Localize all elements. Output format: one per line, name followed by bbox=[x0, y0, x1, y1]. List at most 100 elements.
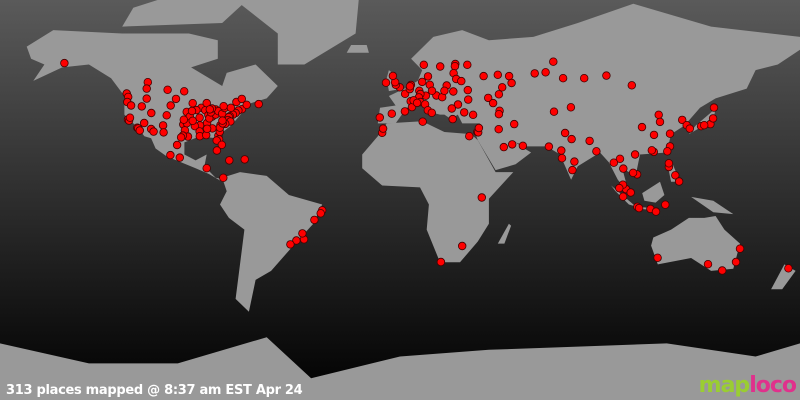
place-marker[interactable] bbox=[226, 103, 236, 112]
place-marker[interactable] bbox=[381, 78, 391, 87]
place-marker[interactable] bbox=[615, 183, 624, 193]
place-marker[interactable] bbox=[440, 86, 449, 95]
place-marker[interactable] bbox=[217, 140, 226, 149]
place-marker[interactable] bbox=[449, 87, 458, 96]
place-marker[interactable] bbox=[292, 236, 301, 245]
place-marker[interactable] bbox=[628, 168, 638, 177]
place-marker[interactable] bbox=[671, 171, 680, 180]
place-marker[interactable] bbox=[460, 108, 469, 117]
place-marker[interactable] bbox=[567, 134, 576, 144]
place-marker[interactable] bbox=[166, 101, 175, 110]
place-marker[interactable] bbox=[655, 117, 665, 127]
place-marker[interactable] bbox=[316, 209, 325, 218]
place-marker[interactable] bbox=[530, 69, 539, 78]
place-marker[interactable] bbox=[618, 192, 628, 201]
place-marker[interactable] bbox=[477, 193, 486, 202]
place-marker[interactable] bbox=[219, 173, 228, 182]
place-marker[interactable] bbox=[685, 124, 694, 133]
place-marker[interactable] bbox=[484, 93, 493, 103]
place-marker[interactable] bbox=[418, 77, 427, 87]
place-marker[interactable] bbox=[609, 158, 618, 167]
place-marker[interactable] bbox=[498, 83, 507, 92]
place-marker[interactable] bbox=[560, 128, 570, 138]
place-marker[interactable] bbox=[494, 90, 504, 99]
place-marker[interactable] bbox=[674, 177, 684, 186]
place-marker[interactable] bbox=[179, 87, 189, 96]
place-marker[interactable] bbox=[549, 57, 558, 66]
place-marker[interactable] bbox=[568, 165, 577, 175]
place-marker[interactable] bbox=[447, 104, 456, 113]
place-marker[interactable] bbox=[142, 94, 151, 103]
place-marker[interactable] bbox=[627, 81, 636, 90]
place-marker[interactable] bbox=[237, 94, 246, 104]
place-marker[interactable] bbox=[463, 85, 472, 95]
place-marker[interactable] bbox=[731, 257, 741, 267]
place-marker[interactable] bbox=[488, 98, 498, 108]
place-marker[interactable] bbox=[427, 86, 437, 95]
place-marker[interactable] bbox=[508, 140, 517, 149]
place-marker[interactable] bbox=[619, 164, 628, 173]
place-marker[interactable] bbox=[585, 136, 594, 146]
place-marker[interactable] bbox=[423, 72, 433, 81]
place-marker[interactable] bbox=[504, 71, 514, 81]
place-marker[interactable] bbox=[634, 203, 644, 213]
place-marker[interactable] bbox=[457, 76, 466, 86]
place-marker[interactable] bbox=[450, 61, 460, 71]
place-marker[interactable] bbox=[166, 150, 175, 160]
place-marker[interactable] bbox=[163, 85, 172, 94]
place-marker[interactable] bbox=[405, 82, 415, 91]
place-marker[interactable] bbox=[195, 113, 204, 122]
place-marker[interactable] bbox=[458, 241, 467, 251]
place-marker[interactable] bbox=[602, 71, 611, 80]
place-marker[interactable] bbox=[463, 60, 472, 70]
place-marker[interactable] bbox=[557, 146, 566, 155]
place-marker[interactable] bbox=[654, 110, 663, 119]
place-marker[interactable] bbox=[637, 122, 647, 132]
place-marker[interactable] bbox=[499, 142, 508, 152]
place-marker[interactable] bbox=[375, 113, 384, 122]
place-marker[interactable] bbox=[464, 95, 473, 104]
place-marker[interactable] bbox=[60, 58, 69, 68]
place-marker[interactable] bbox=[465, 131, 474, 141]
place-marker[interactable] bbox=[135, 126, 144, 135]
place-marker[interactable] bbox=[663, 147, 672, 156]
place-marker[interactable] bbox=[709, 103, 719, 112]
place-marker[interactable] bbox=[494, 124, 503, 134]
place-marker[interactable] bbox=[708, 114, 718, 123]
place-marker[interactable] bbox=[158, 121, 168, 130]
place-marker[interactable] bbox=[176, 133, 186, 142]
place-marker[interactable] bbox=[700, 120, 709, 130]
place-marker[interactable] bbox=[162, 111, 171, 120]
place-marker[interactable] bbox=[137, 102, 146, 111]
place-marker[interactable] bbox=[507, 78, 516, 88]
place-marker[interactable] bbox=[661, 200, 670, 209]
place-marker[interactable] bbox=[286, 240, 295, 249]
place-marker[interactable] bbox=[378, 124, 388, 133]
place-marker[interactable] bbox=[615, 154, 625, 163]
place-marker[interactable] bbox=[188, 116, 197, 125]
place-marker[interactable] bbox=[175, 153, 184, 162]
maploco-logo[interactable]: maploco bbox=[699, 373, 797, 398]
place-marker[interactable] bbox=[149, 127, 158, 136]
place-marker[interactable] bbox=[784, 264, 793, 273]
place-marker[interactable] bbox=[647, 146, 656, 155]
place-marker[interactable] bbox=[412, 98, 422, 108]
place-marker[interactable] bbox=[310, 215, 319, 225]
place-marker[interactable] bbox=[518, 141, 528, 150]
place-marker[interactable] bbox=[254, 99, 263, 109]
place-marker[interactable] bbox=[225, 156, 234, 165]
place-marker[interactable] bbox=[453, 100, 463, 109]
place-marker[interactable] bbox=[212, 146, 222, 155]
place-marker[interactable] bbox=[202, 124, 212, 133]
place-marker[interactable] bbox=[664, 159, 674, 168]
place-marker[interactable] bbox=[400, 107, 410, 116]
place-marker[interactable] bbox=[171, 94, 181, 104]
place-marker[interactable] bbox=[735, 244, 745, 253]
place-marker[interactable] bbox=[541, 68, 550, 77]
place-marker[interactable] bbox=[172, 140, 182, 150]
place-marker[interactable] bbox=[205, 105, 214, 114]
place-marker[interactable] bbox=[388, 71, 398, 81]
place-marker[interactable] bbox=[139, 118, 149, 128]
place-marker[interactable] bbox=[493, 70, 502, 79]
place-marker[interactable] bbox=[219, 101, 228, 111]
